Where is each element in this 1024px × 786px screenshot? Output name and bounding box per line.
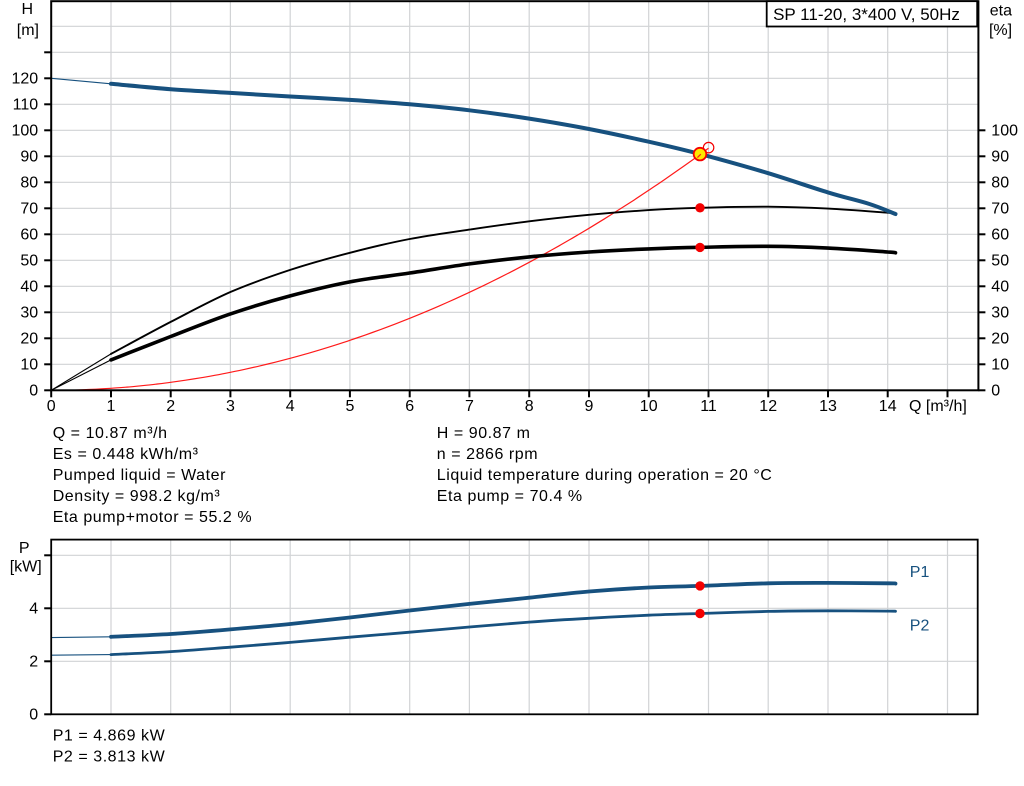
svg-text:7: 7 [465, 398, 474, 415]
svg-text:11: 11 [700, 398, 717, 415]
svg-text:[%]: [%] [989, 22, 1012, 39]
svg-text:0: 0 [47, 398, 56, 415]
svg-text:SP 11-20, 3*400 V, 50Hz: SP 11-20, 3*400 V, 50Hz [773, 5, 960, 24]
svg-text:100: 100 [11, 123, 38, 140]
svg-text:n = 2866 rpm: n = 2866 rpm [437, 446, 538, 463]
svg-text:10: 10 [20, 357, 38, 374]
svg-text:4: 4 [29, 601, 38, 618]
svg-text:H: H [22, 1, 34, 18]
svg-text:Eta pump = 70.4 %: Eta pump = 70.4 % [437, 488, 583, 505]
svg-text:3: 3 [226, 398, 235, 415]
svg-text:[kW]: [kW] [10, 559, 42, 576]
svg-text:P2: P2 [910, 618, 930, 635]
svg-text:Eta pump+motor = 55.2 %: Eta pump+motor = 55.2 % [53, 509, 252, 526]
svg-text:1: 1 [107, 398, 116, 415]
svg-text:2: 2 [166, 398, 175, 415]
svg-text:110: 110 [13, 97, 39, 114]
svg-text:P2 = 3.813 kW: P2 = 3.813 kW [53, 749, 166, 766]
svg-text:80: 80 [991, 175, 1009, 192]
svg-text:Pumped liquid = Water: Pumped liquid = Water [53, 467, 226, 484]
svg-text:70: 70 [20, 201, 38, 218]
svg-text:40: 40 [991, 279, 1009, 296]
svg-text:6: 6 [405, 398, 414, 415]
svg-text:5: 5 [345, 398, 354, 415]
svg-text:14: 14 [879, 398, 897, 415]
svg-text:H = 90.87 m: H = 90.87 m [437, 425, 531, 442]
svg-text:4: 4 [286, 398, 295, 415]
svg-text:10: 10 [640, 398, 658, 415]
svg-text:P1: P1 [910, 564, 930, 581]
svg-text:Q [m³/h]: Q [m³/h] [909, 398, 967, 415]
svg-text:9: 9 [585, 398, 594, 415]
svg-text:80: 80 [20, 175, 38, 192]
svg-text:20: 20 [991, 331, 1009, 348]
svg-text:Density = 998.2 kg/m³: Density = 998.2 kg/m³ [53, 488, 221, 505]
svg-text:Es = 0.448 kWh/m³: Es = 0.448 kWh/m³ [53, 446, 199, 463]
svg-text:120: 120 [11, 71, 38, 88]
svg-text:Q = 10.87 m³/h: Q = 10.87 m³/h [53, 425, 168, 442]
svg-text:8: 8 [525, 398, 534, 415]
svg-text:0: 0 [991, 383, 1000, 400]
svg-text:30: 30 [991, 305, 1009, 322]
svg-text:10: 10 [991, 357, 1009, 374]
svg-text:50: 50 [20, 253, 38, 270]
svg-text:12: 12 [759, 398, 777, 415]
svg-text:60: 60 [991, 227, 1009, 244]
svg-text:90: 90 [991, 149, 1009, 166]
svg-text:P1 = 4.869 kW: P1 = 4.869 kW [53, 728, 166, 745]
svg-text:eta: eta [990, 2, 1012, 19]
svg-text:30: 30 [20, 305, 38, 322]
svg-text:90: 90 [20, 149, 38, 166]
svg-text:60: 60 [20, 227, 38, 244]
svg-text:2: 2 [29, 654, 38, 671]
svg-text:20: 20 [20, 331, 38, 348]
svg-text:100: 100 [991, 123, 1018, 140]
svg-text:[m]: [m] [17, 22, 39, 39]
svg-text:13: 13 [819, 398, 837, 415]
svg-text:40: 40 [20, 279, 38, 296]
svg-text:P: P [19, 540, 30, 557]
svg-text:Liquid temperature during oper: Liquid temperature during operation = 20… [437, 467, 773, 484]
svg-text:0: 0 [29, 383, 38, 400]
svg-text:70: 70 [991, 201, 1009, 218]
svg-text:0: 0 [29, 707, 38, 724]
svg-text:50: 50 [991, 253, 1009, 270]
